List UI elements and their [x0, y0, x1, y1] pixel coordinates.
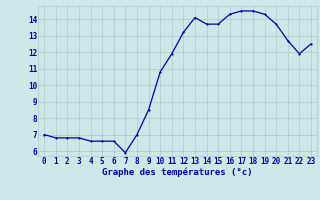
- X-axis label: Graphe des températures (°c): Graphe des températures (°c): [102, 168, 253, 177]
